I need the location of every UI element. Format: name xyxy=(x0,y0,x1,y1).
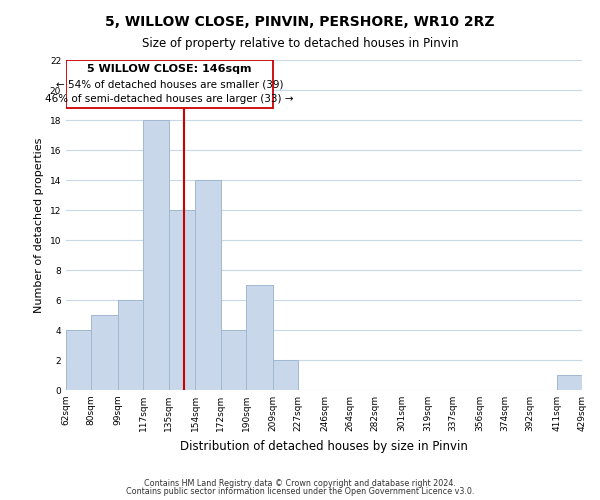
Bar xyxy=(143,120,169,390)
X-axis label: Distribution of detached houses by size in Pinvin: Distribution of detached houses by size … xyxy=(180,440,468,452)
Bar xyxy=(66,330,91,390)
Y-axis label: Number of detached properties: Number of detached properties xyxy=(34,138,44,312)
Bar xyxy=(169,210,196,390)
Bar xyxy=(557,375,582,390)
Text: Size of property relative to detached houses in Pinvin: Size of property relative to detached ho… xyxy=(142,38,458,51)
Text: ← 54% of detached houses are smaller (39): ← 54% of detached houses are smaller (39… xyxy=(56,79,283,89)
Text: 46% of semi-detached houses are larger (33) →: 46% of semi-detached houses are larger (… xyxy=(45,94,293,104)
Bar xyxy=(118,300,143,390)
Bar xyxy=(66,60,272,108)
Bar xyxy=(91,315,118,390)
Bar xyxy=(221,330,246,390)
Bar xyxy=(196,180,221,390)
Text: Contains public sector information licensed under the Open Government Licence v3: Contains public sector information licen… xyxy=(126,487,474,496)
Text: 5, WILLOW CLOSE, PINVIN, PERSHORE, WR10 2RZ: 5, WILLOW CLOSE, PINVIN, PERSHORE, WR10 … xyxy=(105,15,495,29)
Bar xyxy=(246,285,272,390)
Bar xyxy=(272,360,298,390)
Text: Contains HM Land Registry data © Crown copyright and database right 2024.: Contains HM Land Registry data © Crown c… xyxy=(144,478,456,488)
Text: 5 WILLOW CLOSE: 146sqm: 5 WILLOW CLOSE: 146sqm xyxy=(87,64,251,74)
